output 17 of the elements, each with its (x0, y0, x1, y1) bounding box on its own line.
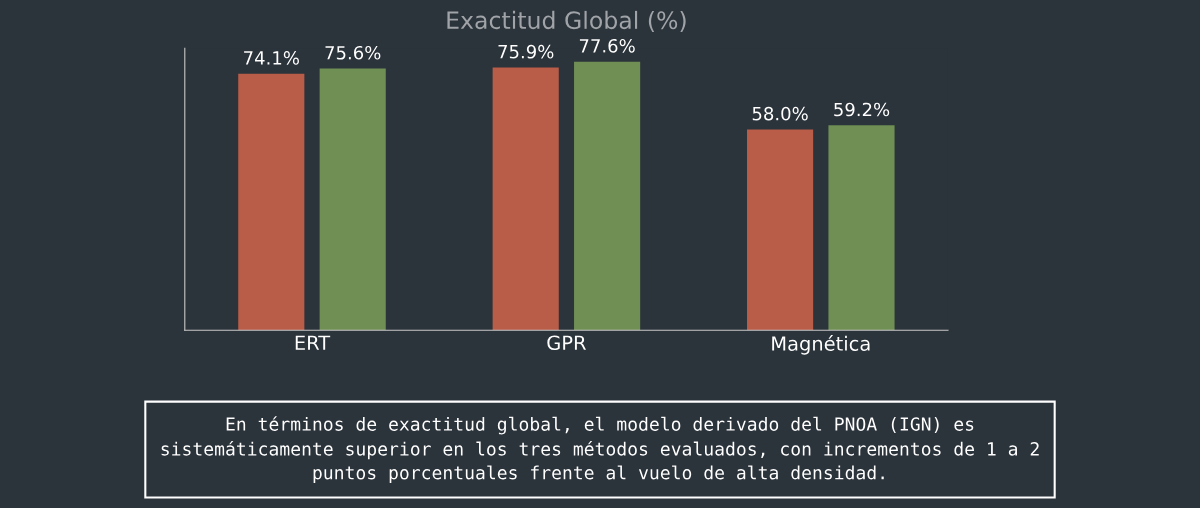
bar (574, 61, 641, 331)
chart-title: Exactitud Global (%) (447, 10, 686, 32)
text: En términos de exactitud global, el modelo derivado del PNOA (IGN) es sistemáticamente superior en los tres métodos evaluados, con incrementos de 1 a 2 puntos porcentuales frente al vuelo de alta densidad. (161, 416, 1039, 483)
x-tick-label: GPR (547, 335, 586, 351)
bar (319, 68, 386, 331)
data-label: 75.6% (325, 45, 381, 60)
data-label: 59.2% (834, 102, 890, 117)
bar (747, 129, 814, 331)
bar (828, 125, 895, 331)
data-label: 74.1% (244, 51, 299, 65)
x-tick-label: ERT (295, 335, 331, 350)
bar (238, 73, 305, 331)
bar (492, 67, 559, 331)
data-label: 75.9% (498, 44, 554, 59)
data-label: 58.0% (752, 106, 808, 121)
x-tick-label: Magnética (772, 335, 870, 355)
data-label: 77.6% (579, 38, 635, 53)
